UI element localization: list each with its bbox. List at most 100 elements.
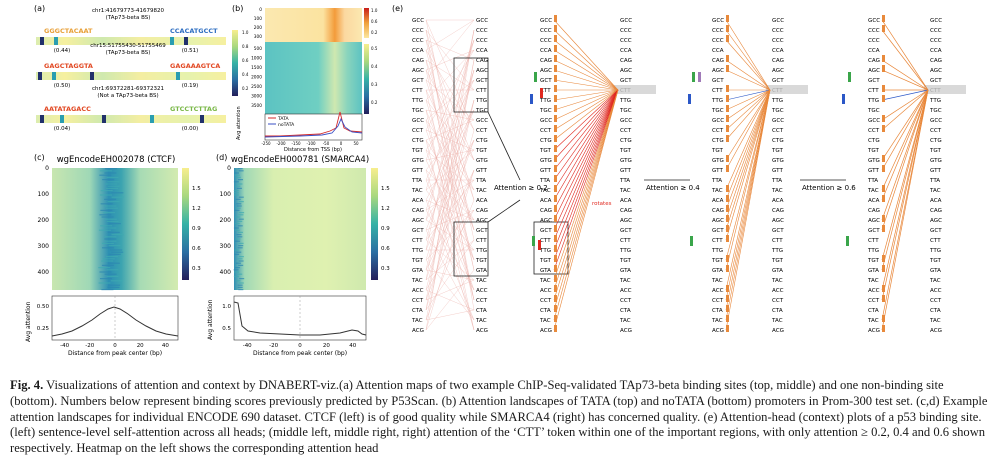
token-left: GCC (712, 118, 724, 124)
token-right: CCC (476, 28, 488, 34)
token-right: TAC (771, 188, 783, 194)
attention-stripe (36, 37, 226, 45)
heatmap-row (238, 264, 244, 266)
heatmap-row (239, 212, 245, 214)
site-description: (TAp73-beta BS) (106, 50, 151, 56)
token-right: GTG (772, 158, 784, 164)
right-score: (0.00) (182, 126, 199, 132)
attention-line (725, 89, 771, 121)
attention-line (553, 89, 619, 191)
attention-marker (726, 215, 729, 222)
attention-marker (554, 85, 557, 92)
attention-marker (554, 225, 557, 232)
token-left: TGT (411, 258, 424, 264)
heatmap-row (110, 249, 123, 251)
token-right: CTG (772, 138, 784, 144)
xtick: -50 (323, 141, 330, 146)
token-left: GCT (868, 78, 880, 84)
xtick: -200 (276, 141, 286, 146)
heatmap-row (235, 216, 241, 218)
panel-a-colorbar (232, 30, 238, 96)
token-left: TGC (411, 108, 424, 114)
token-right: TAC (475, 318, 487, 324)
attention-line (881, 89, 929, 261)
attention-line (553, 89, 619, 321)
xtick: 0 (113, 343, 117, 349)
attention-line (553, 89, 619, 251)
attention-marker (726, 155, 729, 162)
heatmap-row (99, 170, 112, 172)
token-right: CCT (930, 298, 942, 304)
panel-a-label: (a) (34, 4, 45, 13)
colorbar-tick: 1.2 (192, 206, 201, 212)
heatmap-row (104, 172, 117, 174)
attention-line (425, 39, 475, 191)
colorbar-tick: 0.6 (192, 246, 201, 252)
attention-line (425, 29, 475, 281)
attention-peak (150, 115, 154, 123)
left-motif: GGGCTACAAT (44, 27, 93, 35)
heatmap-row (233, 275, 239, 277)
token-right: GTT (772, 168, 783, 174)
token-right: CTA (476, 308, 487, 314)
attention-marker (882, 215, 885, 222)
attention-line (881, 89, 929, 131)
heatmap-row (235, 185, 241, 187)
panel-c-line (51, 306, 179, 337)
token-right: GTA (930, 268, 941, 274)
token-right: TAC (771, 318, 783, 324)
attention-marker (882, 285, 885, 292)
token-left: GCT (412, 228, 424, 234)
token-left: TGT (711, 258, 724, 264)
attention-line (881, 89, 929, 171)
token-right: TTG (619, 248, 631, 254)
token-right: CCT (476, 298, 488, 304)
token-left: GTA (540, 268, 551, 274)
token-left: CTT (712, 88, 723, 94)
right-score: (0.51) (182, 48, 199, 54)
heatmap-row (100, 225, 113, 227)
token-right: ACC (476, 288, 488, 294)
heatmap-row (108, 245, 121, 247)
token-right: AGC (476, 68, 488, 74)
panel-e-label: (e) (392, 4, 403, 13)
token-right: AGC (772, 218, 784, 224)
token-right: TTA (929, 178, 940, 184)
heatmap-row (235, 238, 241, 240)
token-left: GTT (412, 168, 423, 174)
token-left: CCT (712, 128, 724, 134)
token-right: TGT (475, 148, 488, 154)
token-right: CCC (772, 38, 784, 44)
attention-line (725, 89, 771, 231)
heatmap-row (99, 174, 112, 176)
ytick: 400 (38, 269, 50, 276)
token-right: GTA (772, 268, 783, 274)
token-left: CTT (868, 88, 879, 94)
heatmap-row (106, 187, 119, 189)
attention-marker (554, 265, 557, 272)
attention-line (553, 89, 619, 141)
attention-marker (726, 255, 729, 262)
token-left: TGC (711, 108, 724, 114)
token-left: TTG (411, 248, 423, 254)
attention-marker (726, 185, 729, 192)
attention-marker (554, 215, 557, 222)
heatmap-row (238, 196, 244, 198)
panel-b-colorbar-bottom (364, 44, 369, 114)
panel-a: chr1:41679773-41679820(TAp73-beta BS)GGG… (36, 8, 226, 132)
ytick: 200 (38, 217, 50, 224)
token-right: TAC (619, 278, 631, 284)
heatmap-row (237, 168, 243, 170)
heatmap-row (237, 273, 243, 275)
token-right: TGC (619, 108, 632, 114)
panel-b-heatmap-notata (265, 42, 362, 114)
token-right: ACA (476, 198, 488, 204)
panel-b-axes: 01002003005001000150020002500300035001.0… (251, 7, 378, 146)
attention-marker (554, 235, 557, 242)
token-left: GTG (868, 158, 880, 164)
heatmap-row (236, 203, 242, 205)
heatmap-row (104, 236, 117, 238)
token-left: GCC (412, 118, 424, 124)
attention-marker (554, 35, 557, 42)
attention-line (553, 69, 619, 91)
